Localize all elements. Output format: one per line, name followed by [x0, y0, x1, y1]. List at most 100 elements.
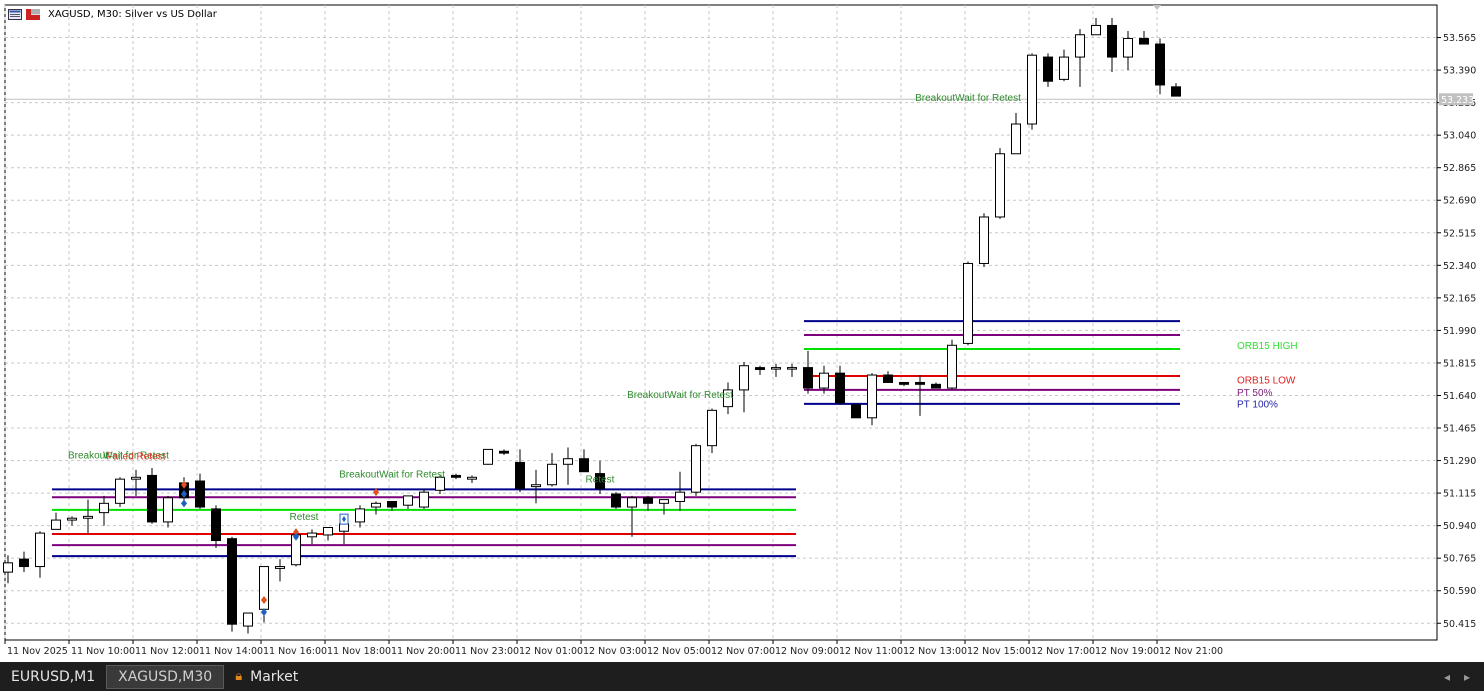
candle: [643, 495, 653, 511]
candle: [243, 612, 253, 634]
signal-marker-blue-icon: [181, 499, 187, 508]
tab-eurusd-m1[interactable]: EURUSD,M1: [0, 665, 106, 689]
candle: [851, 404, 861, 419]
bull-candle-body: [867, 374, 877, 419]
candle: [547, 453, 557, 487]
bull-candle-body: [307, 532, 317, 538]
bear-candle-body: [803, 367, 813, 389]
candle: [835, 365, 845, 405]
candle: [35, 531, 45, 578]
bull-candle-body: [51, 519, 61, 530]
y-tick-label: 50.940: [1443, 521, 1476, 532]
x-tick-label: 12 Nov 19:00: [1095, 646, 1159, 657]
bear-candle-body: [211, 508, 221, 542]
candle: [707, 408, 717, 454]
shift-marker-icon: [1153, 5, 1161, 10]
bear-candle-body: [595, 473, 605, 489]
bear-candle-body: [1155, 43, 1165, 86]
tab-xagusd-m30[interactable]: XAGUSD,M30: [106, 664, 225, 689]
chart-title: XAGUSD, M30: Silver vs US Dollar: [48, 8, 217, 20]
tab-label: EURUSD,M1: [11, 668, 96, 685]
bull-candle-body: [403, 495, 413, 506]
candle: [883, 371, 893, 383]
bear-candle-body: [1139, 37, 1149, 45]
bull-candle-body: [707, 409, 717, 447]
current-price-label: 53.233: [1441, 95, 1474, 106]
bull-candle-body: [963, 262, 973, 344]
annotation-label: Failed Retest: [107, 452, 166, 463]
bull-candle-body: [243, 612, 253, 627]
bull-candle-body: [547, 463, 557, 486]
candles: [3, 18, 1181, 634]
tab-label: Market: [250, 668, 299, 685]
signal-marker-blue-icon: [342, 516, 346, 523]
candle: [67, 516, 77, 526]
price-chart[interactable]: 53.56553.39053.21553.04052.86552.69052.5…: [0, 0, 1484, 662]
candle: [627, 495, 637, 537]
scroll-right-icon[interactable]: ▸: [1463, 669, 1470, 684]
candle: [563, 447, 573, 485]
candle: [723, 382, 733, 415]
candle: [915, 375, 925, 416]
candle: [451, 473, 461, 480]
candle: [403, 495, 413, 509]
candle: [307, 529, 317, 545]
bull-candle-body: [1123, 37, 1133, 58]
scroll-left-icon[interactable]: ◂: [1443, 669, 1450, 684]
x-tick-label: 11 Nov 10:00: [71, 646, 135, 657]
lock-icon: 🔒︎: [235, 669, 243, 684]
bull-candle-body: [723, 389, 733, 408]
candle: [1011, 112, 1021, 155]
bull-candle-body: [275, 566, 285, 569]
candle: [163, 495, 173, 528]
x-tick-label: 12 Nov 17:00: [1031, 646, 1095, 657]
chart-window-icon: [8, 8, 22, 20]
bear-candle-body: [195, 480, 205, 508]
bull-candle-body: [1027, 54, 1037, 125]
bear-candle-body: [755, 367, 765, 370]
signal-marker-blue-icon: [261, 608, 267, 617]
candle: [419, 488, 429, 509]
x-tick-label: 11 Nov 12:00: [135, 646, 199, 657]
candle: [131, 469, 141, 496]
candle: [195, 473, 205, 509]
x-tick-label: 11 Nov 14:00: [199, 646, 263, 657]
annotation-label: Retest: [586, 474, 615, 485]
x-tick-label: 12 Nov 13:00: [903, 646, 967, 657]
bear-candle-body: [915, 381, 925, 385]
candle: [1075, 29, 1085, 87]
candle: [1027, 53, 1037, 130]
candle: [659, 499, 669, 515]
bear-candle-body: [387, 500, 397, 508]
y-tick-label: 53.565: [1443, 33, 1476, 44]
candle: [931, 382, 941, 389]
chart-area[interactable]: 53.56553.39053.21553.04052.86552.69052.5…: [0, 0, 1484, 662]
candle: [371, 501, 381, 515]
bull-candle-body: [979, 216, 989, 264]
y-tick-label: 53.390: [1443, 66, 1476, 77]
bull-candle-body: [995, 153, 1005, 218]
signal-marker-blue-icon: [293, 532, 299, 541]
candle: [323, 527, 333, 541]
y-tick-label: 52.690: [1443, 196, 1476, 207]
x-tick-label: 12 Nov 07:00: [711, 646, 775, 657]
bull-candle-body: [1091, 24, 1101, 36]
candle: [1059, 49, 1069, 82]
y-tick-label: 53.040: [1443, 131, 1476, 142]
candle: [515, 449, 525, 493]
annotation-label: BreakoutWait for Retest: [627, 390, 733, 401]
bull-candle-body: [819, 372, 829, 389]
candle: [483, 448, 493, 465]
candle: [899, 381, 909, 387]
bear-candle-body: [515, 461, 525, 489]
y-tick-label: 51.640: [1443, 391, 1476, 402]
candle: [739, 362, 749, 413]
candle: [675, 471, 685, 511]
bear-candle-body: [835, 372, 845, 404]
tab-market[interactable]: 🔒︎ Market: [224, 665, 309, 689]
x-tick-label: 12 Nov 21:00: [1159, 646, 1223, 657]
candle: [1091, 18, 1101, 36]
y-tick-label: 52.515: [1443, 228, 1476, 239]
candle: [771, 363, 781, 377]
bull-candle-body: [355, 508, 365, 523]
